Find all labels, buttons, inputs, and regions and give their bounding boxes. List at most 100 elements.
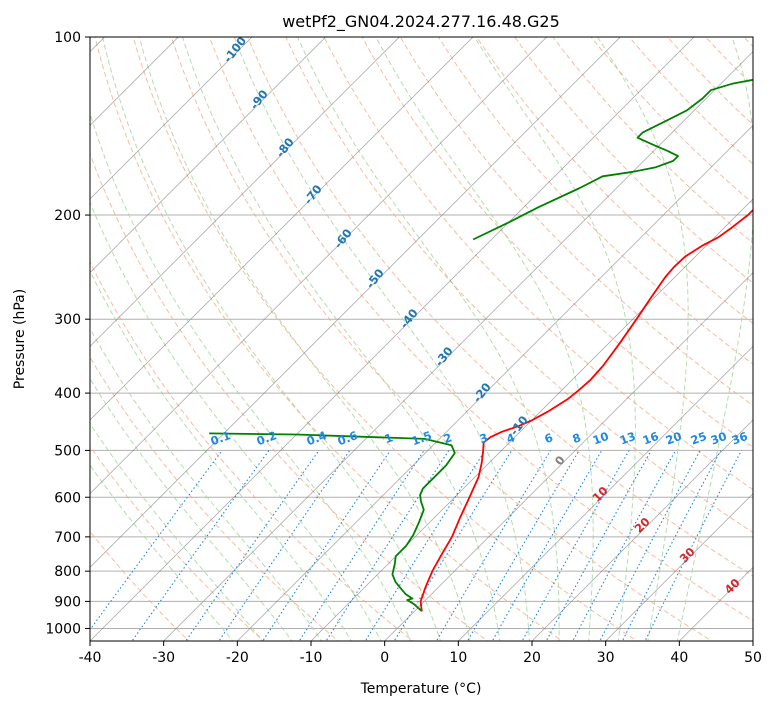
isotherms bbox=[90, 37, 753, 641]
mixing-ratio-label: 25 bbox=[689, 429, 709, 448]
dry-adiabat-line bbox=[170, 37, 713, 641]
mixing-ratio-label: 20 bbox=[664, 429, 684, 448]
mixing-ratio-label: 13 bbox=[618, 429, 638, 448]
y-tick-label: 500 bbox=[54, 443, 81, 459]
moist-adiabat-line bbox=[90, 377, 293, 641]
y-axis-label: Pressure (hPa) bbox=[12, 289, 28, 389]
dry-adiabat-line bbox=[90, 152, 489, 641]
y-tick-label: 100 bbox=[54, 30, 81, 46]
mixing-ratio-label: 36 bbox=[730, 429, 750, 448]
mixing-ratio-line bbox=[90, 450, 223, 631]
isotherm-line bbox=[90, 37, 253, 200]
mixing-ratio-line bbox=[435, 450, 552, 641]
y-tick-label: 800 bbox=[54, 564, 81, 580]
x-tick-label: -10 bbox=[300, 650, 323, 666]
moist-adiabat-line bbox=[90, 422, 264, 641]
y-tick-label: 400 bbox=[54, 386, 81, 402]
y-tick-label: 300 bbox=[54, 312, 81, 328]
x-tick-label: -40 bbox=[79, 650, 102, 666]
x-tick-label: 10 bbox=[449, 650, 467, 666]
mixing-ratio-line bbox=[262, 450, 391, 641]
moist-adiabat-line bbox=[182, 37, 501, 641]
dry-adiabat-line bbox=[285, 37, 753, 534]
chart-title: wetPf2_GN04.2024.277.16.48.G25 bbox=[282, 12, 560, 32]
isotherm-line bbox=[310, 198, 753, 641]
isotherm-line bbox=[605, 493, 753, 641]
x-axis: -40 -30 -20 -10 0 10 20 30 40 50 bbox=[79, 641, 762, 666]
x-tick-label: 0 bbox=[380, 650, 389, 666]
isotherm-line bbox=[90, 37, 547, 495]
x-axis-label: Temperature (°C) bbox=[360, 681, 482, 697]
mixing-ratio-label: 16 bbox=[641, 429, 661, 448]
moist-adiabat-line bbox=[597, 37, 689, 641]
x-tick-label: 50 bbox=[744, 650, 762, 666]
mixing-ratio-label: 30 bbox=[709, 429, 729, 448]
dry-adiabat-line bbox=[90, 260, 414, 641]
y-axis: 100 200 300 400 500 600 700 800 900 1000 bbox=[45, 30, 90, 637]
mixing-ratio-line bbox=[364, 450, 486, 641]
isotherm-line bbox=[90, 37, 695, 641]
plot-area: 0.1 0.2 0.4 0.6 1 1.5 2 3 4 6 8 10 13 16 20 25 30 36-100-… bbox=[90, 37, 753, 641]
isotherm-line bbox=[90, 37, 326, 274]
dry-adiabats bbox=[90, 37, 753, 641]
isotherm-line bbox=[90, 37, 621, 568]
isotherm-line bbox=[384, 272, 753, 641]
mixing-ratio-line bbox=[466, 450, 580, 641]
mixing-ratio-label: 0.1 bbox=[209, 428, 233, 448]
mixing-ratio-line bbox=[131, 450, 270, 641]
mixing-ratio-label: 0.6 bbox=[336, 428, 360, 448]
moist-adiabat-line bbox=[90, 269, 352, 641]
x-tick-label: 40 bbox=[670, 650, 688, 666]
isotherm-line bbox=[237, 124, 753, 641]
x-tick-label: 30 bbox=[597, 650, 615, 666]
isotherm-line bbox=[90, 37, 474, 421]
moist-adiabat-line bbox=[375, 37, 594, 641]
dry-adiabat-line bbox=[90, 530, 190, 641]
temperature-line bbox=[419, 208, 753, 612]
dry-adiabat-line bbox=[208, 37, 753, 622]
isotherm-line bbox=[458, 345, 753, 641]
dewpoint-upper-line bbox=[472, 78, 753, 241]
mixing-ratio-line bbox=[185, 450, 320, 641]
moist-adiabat-line bbox=[90, 464, 234, 641]
plot-frame bbox=[89, 36, 754, 642]
mixing-ratio-line bbox=[393, 450, 513, 641]
dry-adiabat-line bbox=[247, 37, 753, 577]
moist-adiabat-line bbox=[473, 37, 636, 641]
pressure-gridlines bbox=[90, 37, 753, 629]
mixing-ratio-label: 0.4 bbox=[305, 428, 329, 448]
y-tick-label: 700 bbox=[54, 530, 81, 546]
moist-adiabat-line bbox=[676, 37, 753, 641]
mixing-ratio-line bbox=[599, 450, 701, 641]
isotherm-line bbox=[163, 51, 753, 641]
dewpoint-line bbox=[209, 432, 456, 612]
moist-adiabat-line bbox=[102, 37, 441, 641]
moist-adiabat-line bbox=[90, 201, 382, 641]
mixing-ratio-line bbox=[572, 450, 676, 641]
x-tick-label: -30 bbox=[152, 650, 175, 666]
dry-adiabat-line bbox=[437, 37, 753, 365]
mixing-ratio-label: 10 bbox=[591, 429, 611, 448]
mixing-ratio-label: 1.5 bbox=[410, 428, 434, 448]
x-tick-label: -20 bbox=[226, 650, 249, 666]
y-tick-label: 600 bbox=[54, 490, 81, 506]
dry-adiabat-line bbox=[323, 37, 753, 491]
mixing-ratio-line bbox=[218, 450, 351, 641]
dry-adiabat-line bbox=[361, 37, 753, 448]
y-tick-label: 200 bbox=[54, 208, 81, 224]
dry-adiabat-line bbox=[94, 37, 564, 641]
mixing-ratio-lines bbox=[90, 450, 742, 641]
mixing-ratio-line bbox=[298, 450, 425, 641]
isotherm-line bbox=[531, 419, 753, 641]
x-tick-label: 20 bbox=[523, 650, 541, 666]
dry-adiabat-line bbox=[132, 37, 638, 641]
y-tick-label: 900 bbox=[54, 594, 81, 610]
dry-adiabat-line bbox=[90, 356, 340, 641]
mixing-ratio-line bbox=[621, 450, 722, 641]
y-tick-label: 1000 bbox=[45, 621, 81, 637]
sounding-series bbox=[209, 78, 753, 612]
isotherm-line bbox=[90, 37, 400, 347]
mixing-ratio-label: 0.2 bbox=[255, 428, 279, 448]
